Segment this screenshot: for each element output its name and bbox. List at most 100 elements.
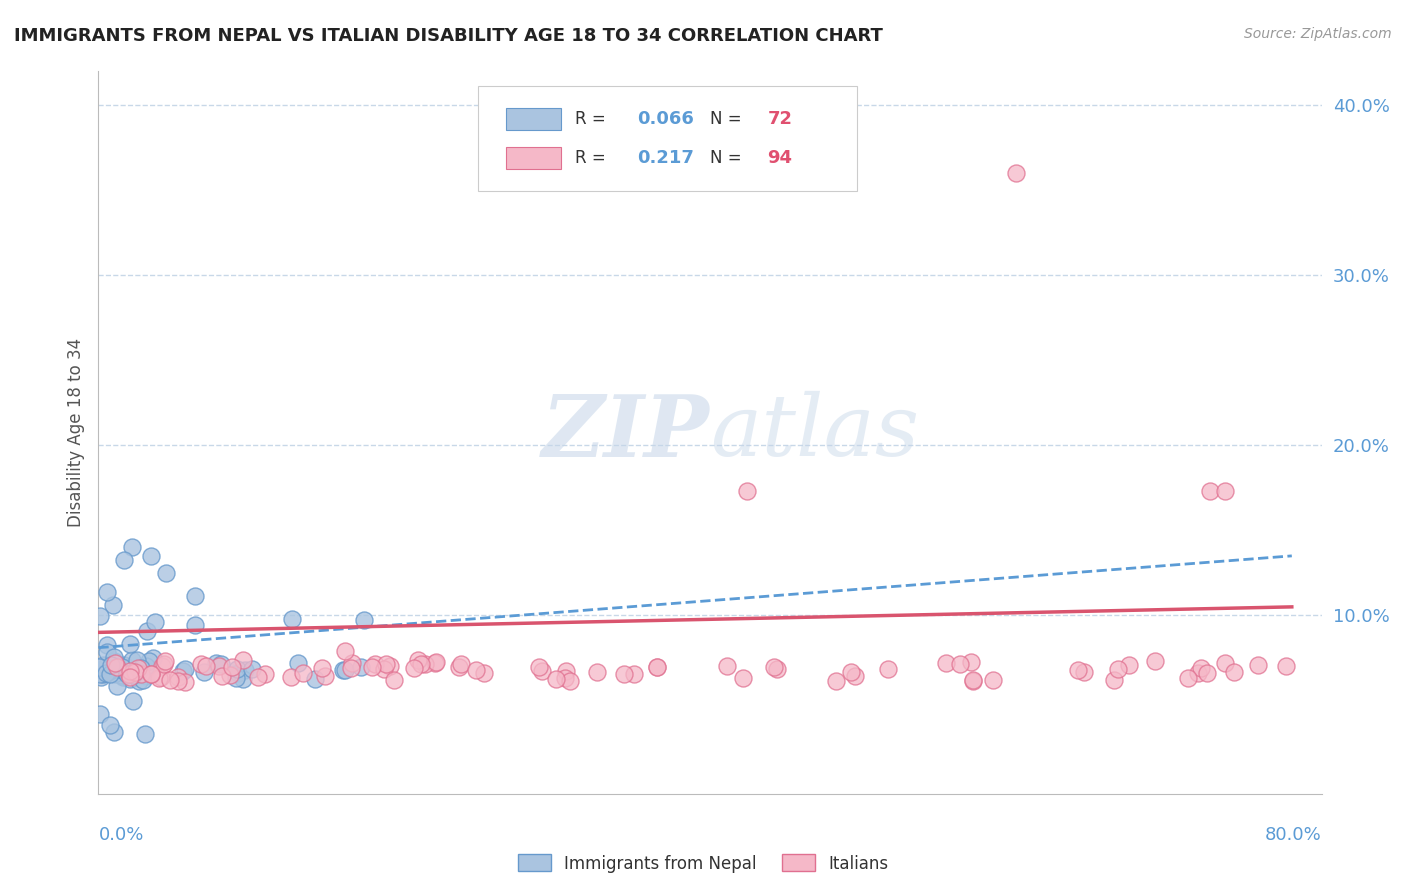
Point	[129, 666, 152, 681]
Point	[91, 667, 114, 681]
Point	[136, 624, 159, 638]
Point	[91, 658, 114, 673]
Point	[104, 656, 127, 670]
Point	[384, 673, 406, 687]
Point	[228, 665, 250, 680]
Point	[1187, 666, 1209, 681]
Point	[839, 665, 862, 680]
Point	[96, 657, 118, 672]
Point	[105, 659, 128, 673]
Point	[139, 549, 162, 563]
Point	[731, 671, 754, 685]
Point	[527, 660, 550, 674]
Point	[150, 670, 173, 684]
Point	[311, 661, 333, 675]
Point	[184, 618, 207, 632]
Point	[232, 653, 254, 667]
Point	[139, 667, 162, 681]
Legend: Immigrants from Nepal, Italians: Immigrants from Nepal, Italians	[510, 847, 896, 880]
Point	[1073, 665, 1095, 679]
Point	[209, 657, 232, 671]
Point	[449, 660, 471, 674]
Point	[472, 665, 495, 680]
Point	[1197, 666, 1219, 681]
Point	[254, 667, 277, 681]
Point	[1067, 664, 1090, 678]
Point	[112, 553, 135, 567]
Point	[111, 660, 134, 674]
Point	[406, 653, 429, 667]
Point	[118, 637, 141, 651]
Text: Source: ZipAtlas.com: Source: ZipAtlas.com	[1244, 27, 1392, 41]
Point	[364, 657, 387, 671]
Point	[1004, 166, 1026, 180]
Text: 94: 94	[768, 149, 793, 167]
Point	[558, 674, 581, 689]
Point	[143, 615, 166, 629]
Point	[225, 662, 247, 676]
Point	[948, 657, 970, 672]
Point	[361, 659, 384, 673]
Point	[546, 673, 568, 687]
Point	[211, 669, 233, 683]
Bar	[506, 108, 561, 130]
Point	[121, 653, 143, 667]
Point	[190, 657, 212, 671]
Point	[333, 644, 356, 658]
Point	[112, 657, 135, 672]
Point	[101, 657, 124, 672]
Point	[90, 669, 112, 683]
Point	[844, 669, 866, 683]
Point	[425, 655, 447, 669]
Point	[232, 672, 254, 686]
Point	[613, 667, 636, 681]
Point	[101, 598, 124, 612]
Point	[877, 662, 900, 676]
Text: 72: 72	[768, 110, 793, 128]
Point	[1177, 671, 1199, 685]
Point	[118, 672, 141, 686]
Point	[763, 660, 786, 674]
Text: 0.066: 0.066	[637, 110, 693, 128]
Point	[208, 659, 231, 673]
Point	[89, 664, 111, 678]
Point	[1198, 484, 1220, 499]
Point	[287, 656, 309, 670]
Point	[314, 669, 336, 683]
Point	[100, 658, 122, 673]
Point	[205, 657, 228, 671]
Point	[121, 694, 143, 708]
Point	[353, 613, 375, 627]
Point	[225, 671, 247, 685]
Point	[962, 673, 984, 688]
Point	[960, 655, 983, 669]
Point	[132, 673, 155, 688]
Text: 0.0%: 0.0%	[98, 826, 143, 845]
Point	[193, 665, 215, 679]
Point	[121, 668, 143, 682]
Point	[409, 657, 432, 672]
Point	[152, 657, 174, 671]
Text: atlas: atlas	[710, 392, 920, 474]
Point	[233, 663, 256, 677]
Point	[554, 671, 576, 685]
Point	[1213, 656, 1236, 670]
Point	[129, 661, 152, 675]
Point	[335, 663, 357, 677]
Point	[221, 660, 243, 674]
Point	[105, 679, 128, 693]
Point	[240, 661, 263, 675]
Point	[291, 665, 314, 680]
Point	[173, 662, 195, 676]
Point	[425, 656, 447, 670]
Point	[103, 666, 125, 681]
Point	[962, 673, 984, 687]
Point	[304, 672, 326, 686]
Text: R =: R =	[575, 110, 612, 128]
Point	[167, 670, 190, 684]
Point	[332, 663, 354, 677]
Point	[96, 666, 118, 681]
Text: R =: R =	[575, 149, 612, 167]
Point	[121, 540, 143, 554]
Point	[103, 654, 125, 668]
